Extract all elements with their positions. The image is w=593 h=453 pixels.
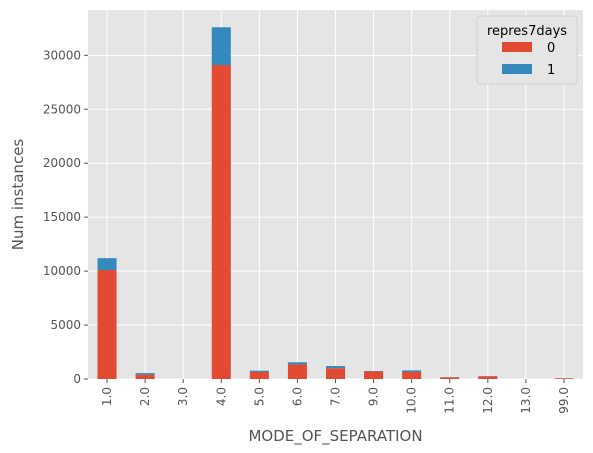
x-tick-label-0: 1.0 [100, 387, 114, 406]
bar-6.0-series-0 [287, 364, 307, 379]
bar-7.0-series-0 [325, 368, 346, 379]
bar-1.0-series-0 [97, 270, 117, 379]
y-tick-label-4: 20000 [43, 156, 81, 170]
bar-1.0-series-1 [97, 258, 117, 271]
x-tick-label-3: 4.0 [214, 387, 228, 406]
x-axis-ticks: 1.0 2.0 3.0 4.0 5.0 6.0 7.0 9.0 10.0 11.0 12.0 13.0… [100, 379, 571, 414]
x-tick-label-7: 9.0 [367, 387, 381, 406]
bar-4.0-series-1 [211, 27, 231, 66]
legend: repres7days 0 1 [476, 15, 578, 85]
bar-10.0-series-1 [402, 370, 422, 372]
y-tick-label-0: 0 [73, 372, 81, 386]
bar-2.0-series-1 [135, 373, 155, 375]
legend-swatch-1 [502, 64, 532, 74]
y-axis-ticks: 0 5000 10000 15000 20000 25000 30000 [43, 48, 88, 386]
bar-7.0-series-1 [325, 366, 346, 369]
x-tick-label-10: 12.0 [481, 387, 495, 414]
y-tick-label-6: 30000 [43, 48, 81, 62]
bar-12.0-series-0 [478, 376, 498, 379]
legend-swatch-0 [502, 42, 532, 52]
legend-label-0: 0 [547, 41, 555, 56]
bar-4.0-series-0 [211, 65, 231, 380]
x-tick-label-8: 10.0 [405, 387, 419, 414]
x-tick-label-1: 2.0 [138, 387, 152, 406]
bar-6.0-series-1 [287, 362, 307, 365]
x-tick-label-9: 11.0 [443, 387, 457, 414]
bar-9.0-series-0 [364, 371, 384, 379]
x-tick-label-2: 3.0 [176, 387, 190, 406]
bar-5.0-series-0 [249, 371, 269, 379]
y-tick-label-1: 5000 [50, 318, 81, 332]
x-tick-label-12: 99.0 [557, 387, 571, 414]
y-axis-label: Num instances [9, 139, 27, 251]
bar-5.0-series-1 [249, 370, 269, 372]
y-tick-label-3: 15000 [43, 210, 81, 224]
bar-2.0-series-0 [135, 374, 155, 379]
bars [97, 27, 574, 380]
x-axis-label: MODE_OF_SEPARATION [248, 427, 422, 446]
x-tick-label-11: 13.0 [519, 387, 533, 414]
x-tick-label-4: 5.0 [252, 387, 266, 406]
bar-99.0-series-0 [554, 378, 574, 379]
legend-title: repres7days [487, 24, 567, 39]
y-tick-label-2: 10000 [43, 264, 81, 278]
legend-label-1: 1 [547, 63, 555, 78]
x-tick-label-5: 6.0 [290, 387, 304, 406]
bar-10.0-series-0 [402, 371, 422, 379]
y-tick-label-5: 25000 [43, 102, 81, 116]
bar-11.0-series-0 [440, 377, 460, 379]
x-tick-label-6: 7.0 [329, 387, 343, 406]
